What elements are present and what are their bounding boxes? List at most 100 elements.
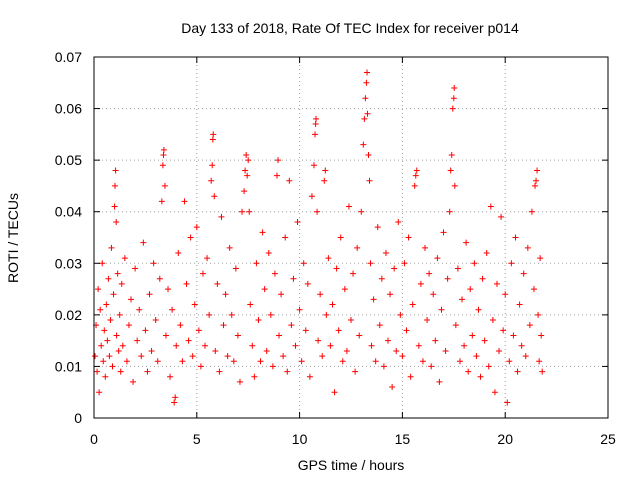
data-point [358,208,365,215]
data-point [442,347,449,354]
data-point [175,249,182,256]
data-point [193,224,200,231]
data-point [337,234,344,241]
data-point [310,162,317,169]
data-point [206,311,213,318]
data-point [415,342,422,349]
data-point [451,84,458,91]
data-point [288,322,295,329]
data-point [522,353,529,360]
data-point [440,229,447,236]
data-point [368,342,375,349]
data-point [413,167,420,174]
data-point [187,234,194,241]
data-point [202,342,209,349]
data-point [348,317,354,324]
data-point [209,162,216,169]
data-point [247,301,254,308]
data-point [405,234,412,241]
data-point [477,373,484,380]
data-point [345,203,352,210]
data-point [242,167,249,174]
data-point [241,188,248,195]
data-point [132,265,139,272]
data-point [125,322,132,329]
data-point [465,368,472,375]
data-point [271,270,278,277]
data-point [123,358,130,365]
data-point [314,208,321,215]
data-point [167,373,174,380]
data-point [179,358,186,365]
data-point [112,167,119,174]
data-point [138,353,145,360]
data-point [409,301,416,308]
data-point [185,337,192,344]
data-point [510,332,517,339]
data-point [313,115,320,122]
data-point [246,208,253,215]
data-point [104,337,111,344]
data-point [302,327,309,334]
data-point [356,332,363,339]
data-point [374,224,381,231]
data-point [376,322,383,329]
data-point [372,358,379,365]
data-point [96,389,103,396]
data-point [352,368,359,375]
data-point [535,311,542,318]
data-point [395,219,402,226]
data-point [319,353,326,360]
data-point [459,296,466,303]
data-point [169,306,176,313]
data-point [278,291,285,298]
data-point [114,270,121,277]
data-point [158,198,165,205]
data-point [436,378,443,385]
y-axis-label: ROTI / TECUs [5,193,21,283]
data-point [298,358,305,365]
data-point [312,131,319,138]
data-point [382,249,389,256]
data-point [148,347,155,354]
data-point [534,167,541,174]
data-point [479,275,486,282]
data-point [136,306,143,313]
data-point [502,291,509,298]
data-point [118,280,125,287]
data-point [226,244,233,251]
data-point [361,115,368,122]
data-point [387,291,394,298]
axis-ticks: 0 5 10 15 20 25 0 0.01 0.02 0.03 0.04 0.05 0.06 0.07 [55,49,616,447]
data-point [107,317,114,324]
data-point [306,373,313,380]
data-point [156,275,163,282]
data-point [165,286,172,293]
data-point [354,244,361,251]
data-point [92,353,99,360]
data-point [255,317,262,324]
data-point [183,280,190,287]
data-point [533,177,540,184]
data-point [273,172,280,179]
data-point [103,301,110,308]
data-point [296,306,303,313]
data-point [249,342,256,349]
data-point [539,368,546,375]
data-point [514,368,521,375]
data-point [493,280,500,287]
data-point [116,311,123,318]
data-point [97,306,104,313]
data-point [308,193,315,200]
data-point [524,244,531,251]
data-point [401,260,408,267]
data-point [496,347,503,354]
data-point [106,353,113,360]
data-point [211,193,218,200]
data-point [483,249,490,256]
data-point [448,151,455,158]
data-point [110,291,117,298]
data-point [105,275,112,282]
data-point [245,157,252,164]
